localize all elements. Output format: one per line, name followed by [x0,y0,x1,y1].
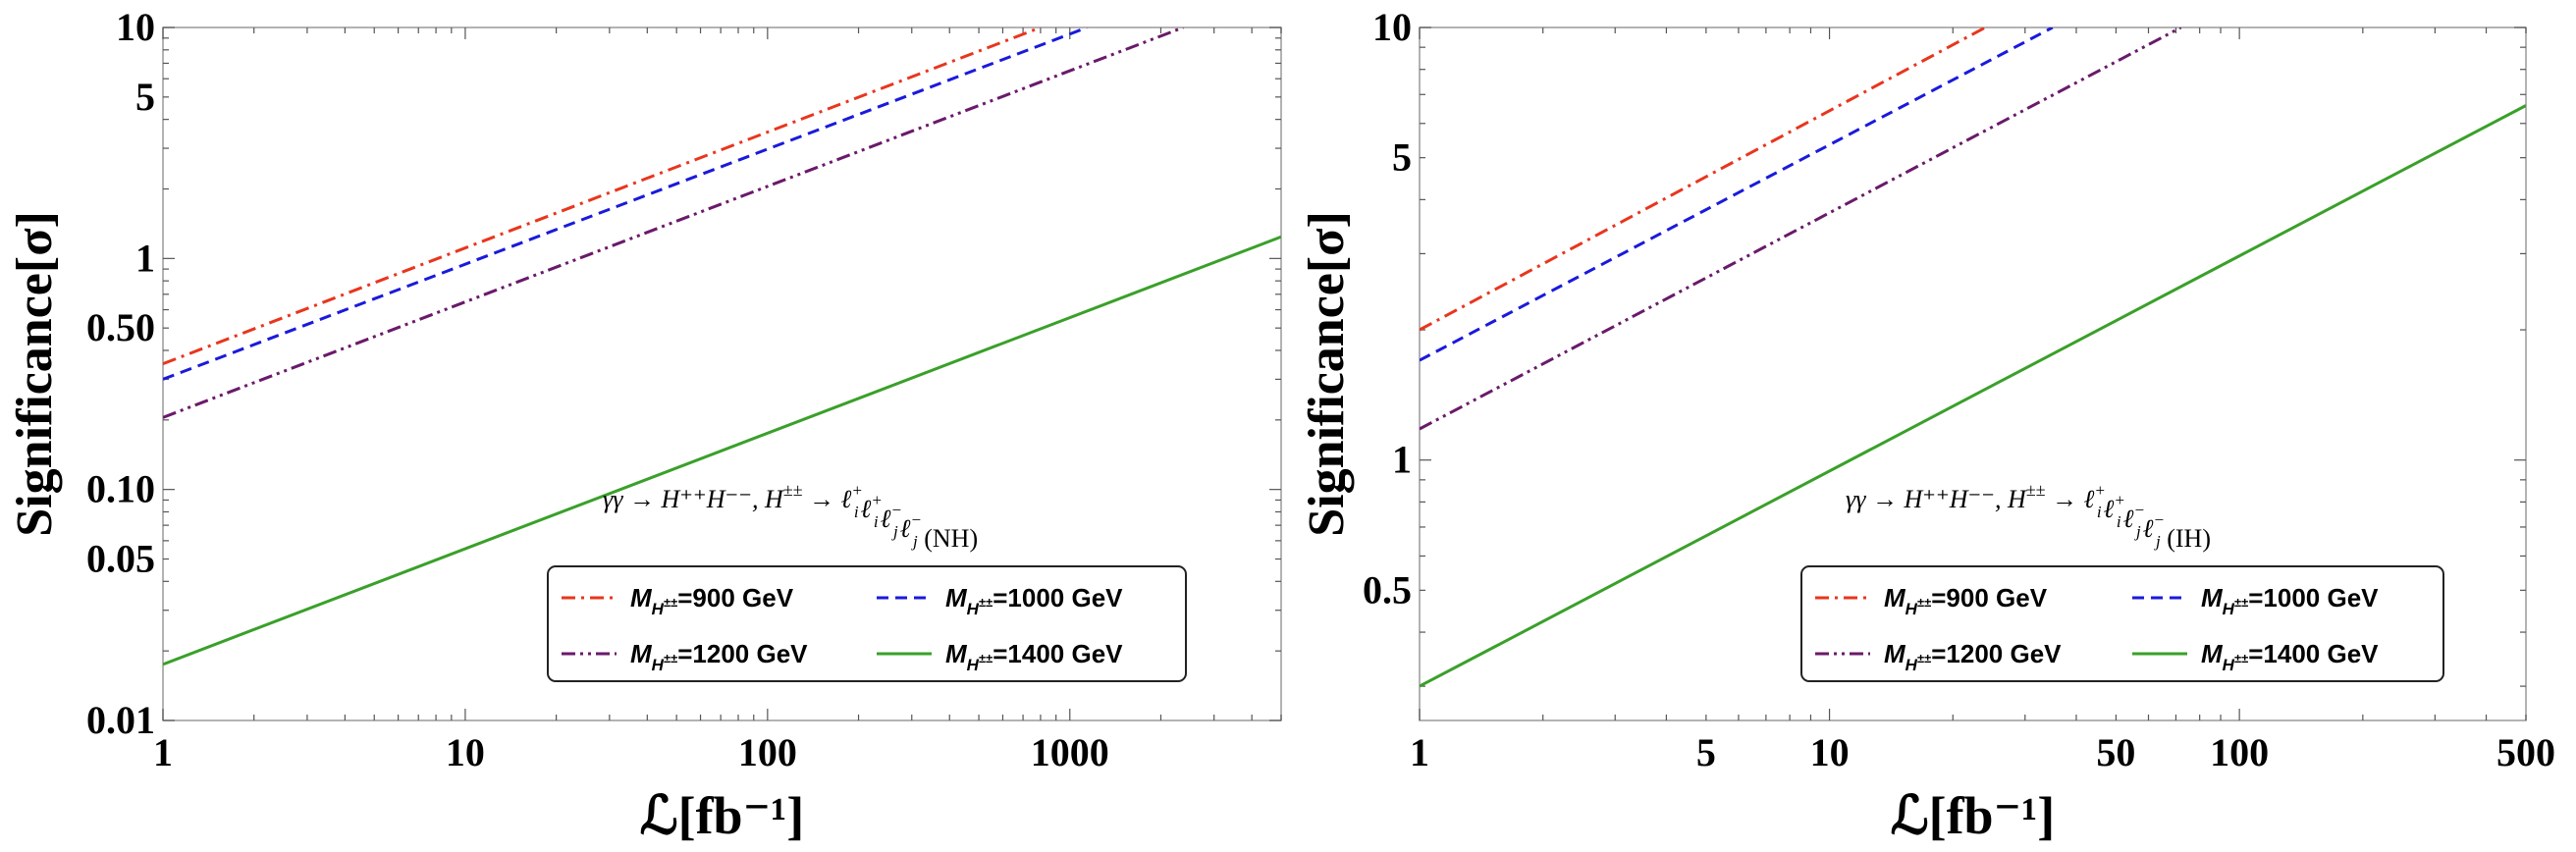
y-axis-title: Significance[σ] [7,211,63,537]
x-tick-label: 100 [738,730,797,774]
legend-entry: MH±±=1200 GeV [1884,639,2062,674]
axis-ticks [1419,27,2527,720]
y-tick-label: 1 [135,236,155,280]
x-tick-label: 10 [446,730,485,774]
x-tick-label: 1 [1410,730,1429,774]
x-tick-label: 100 [2210,730,2269,774]
y-tick-label: 0.5 [1363,567,1412,612]
y-axis-title: Significance[σ] [1299,211,1355,537]
y-tick-label: 0.05 [86,537,155,581]
series-line-3 [163,27,1184,419]
x-axis-title: ℒ[fb⁻¹] [640,786,805,845]
axis-ticks [162,27,1282,721]
series-line-4 [1420,104,2526,688]
legend-box [1800,565,2444,682]
y-tick-label: 5 [1392,135,1412,180]
x-tick-label: 5 [1696,730,1716,774]
process-annotation: γγ → H⁺⁺H⁻⁻, H±± → ℓ+ iℓ+ iℓ− jℓ− j (IH) [1846,480,2211,553]
y-tick-label: 1 [1392,438,1412,482]
x-tick-label: 1 [153,730,173,774]
legend-box [547,565,1187,682]
legend-entry: MH±±=1400 GeV [945,639,1123,674]
series-line-2 [1420,27,2054,362]
y-tick-label: 10 [116,5,155,49]
x-tick-label: 500 [2496,730,2555,774]
legend-entry: MH±±=1400 GeV [2201,639,2379,674]
legend-entry: MH±±=900 GeV [630,583,794,618]
chart-panel-2: 1 5 10 50 100 500 0.5 1 5 10 ℒ[fb⁻¹] Significance[σ… [1299,5,2555,845]
series-line-3 [1420,27,2182,431]
legend-entry: MH±±=1000 GeV [945,583,1123,618]
process-annotation: γγ → H⁺⁺H⁻⁻, H±± → ℓ+ iℓ+ iℓ− jℓ− j (NH) [603,480,978,553]
series-line-2 [163,27,1088,381]
series-group [1420,27,2526,688]
legend: MH±±=900 GeV MH±±=1000 GeV MH±±=1200 GeV MH… [547,565,1187,682]
x-tick-label: 50 [2096,730,2135,774]
series-line-1 [163,27,1042,366]
legend: MH±±=900 GeV MH±±=1000 GeV MH±±=1200 GeV MH… [1800,565,2444,682]
legend-entry: MH±±=900 GeV [1884,583,2048,618]
plot-frame [1419,27,2527,721]
y-tick-label: 5 [135,75,155,119]
plot-frame [162,27,1282,721]
y-tick-label: 10 [1372,5,1412,49]
legend-entry: MH±±=1000 GeV [2201,583,2379,618]
legend-entry: MH±±=1200 GeV [630,639,808,674]
y-tick-label: 0.01 [86,698,155,742]
chart-panel-1: 1 10 100 1000 0.01 0.05 0.10 0.50 1 5 10 ℒ[fb⁻¹] Sig… [7,5,1282,845]
y-tick-label: 0.10 [86,467,155,511]
x-tick-label: 10 [1810,730,1850,774]
x-tick-label: 1000 [1031,730,1109,774]
x-axis-title: ℒ[fb⁻¹] [1891,786,2056,845]
series-line-1 [1420,27,1987,332]
y-tick-label: 0.50 [86,305,155,349]
series-group [163,27,1281,666]
series-line-4 [163,235,1281,666]
